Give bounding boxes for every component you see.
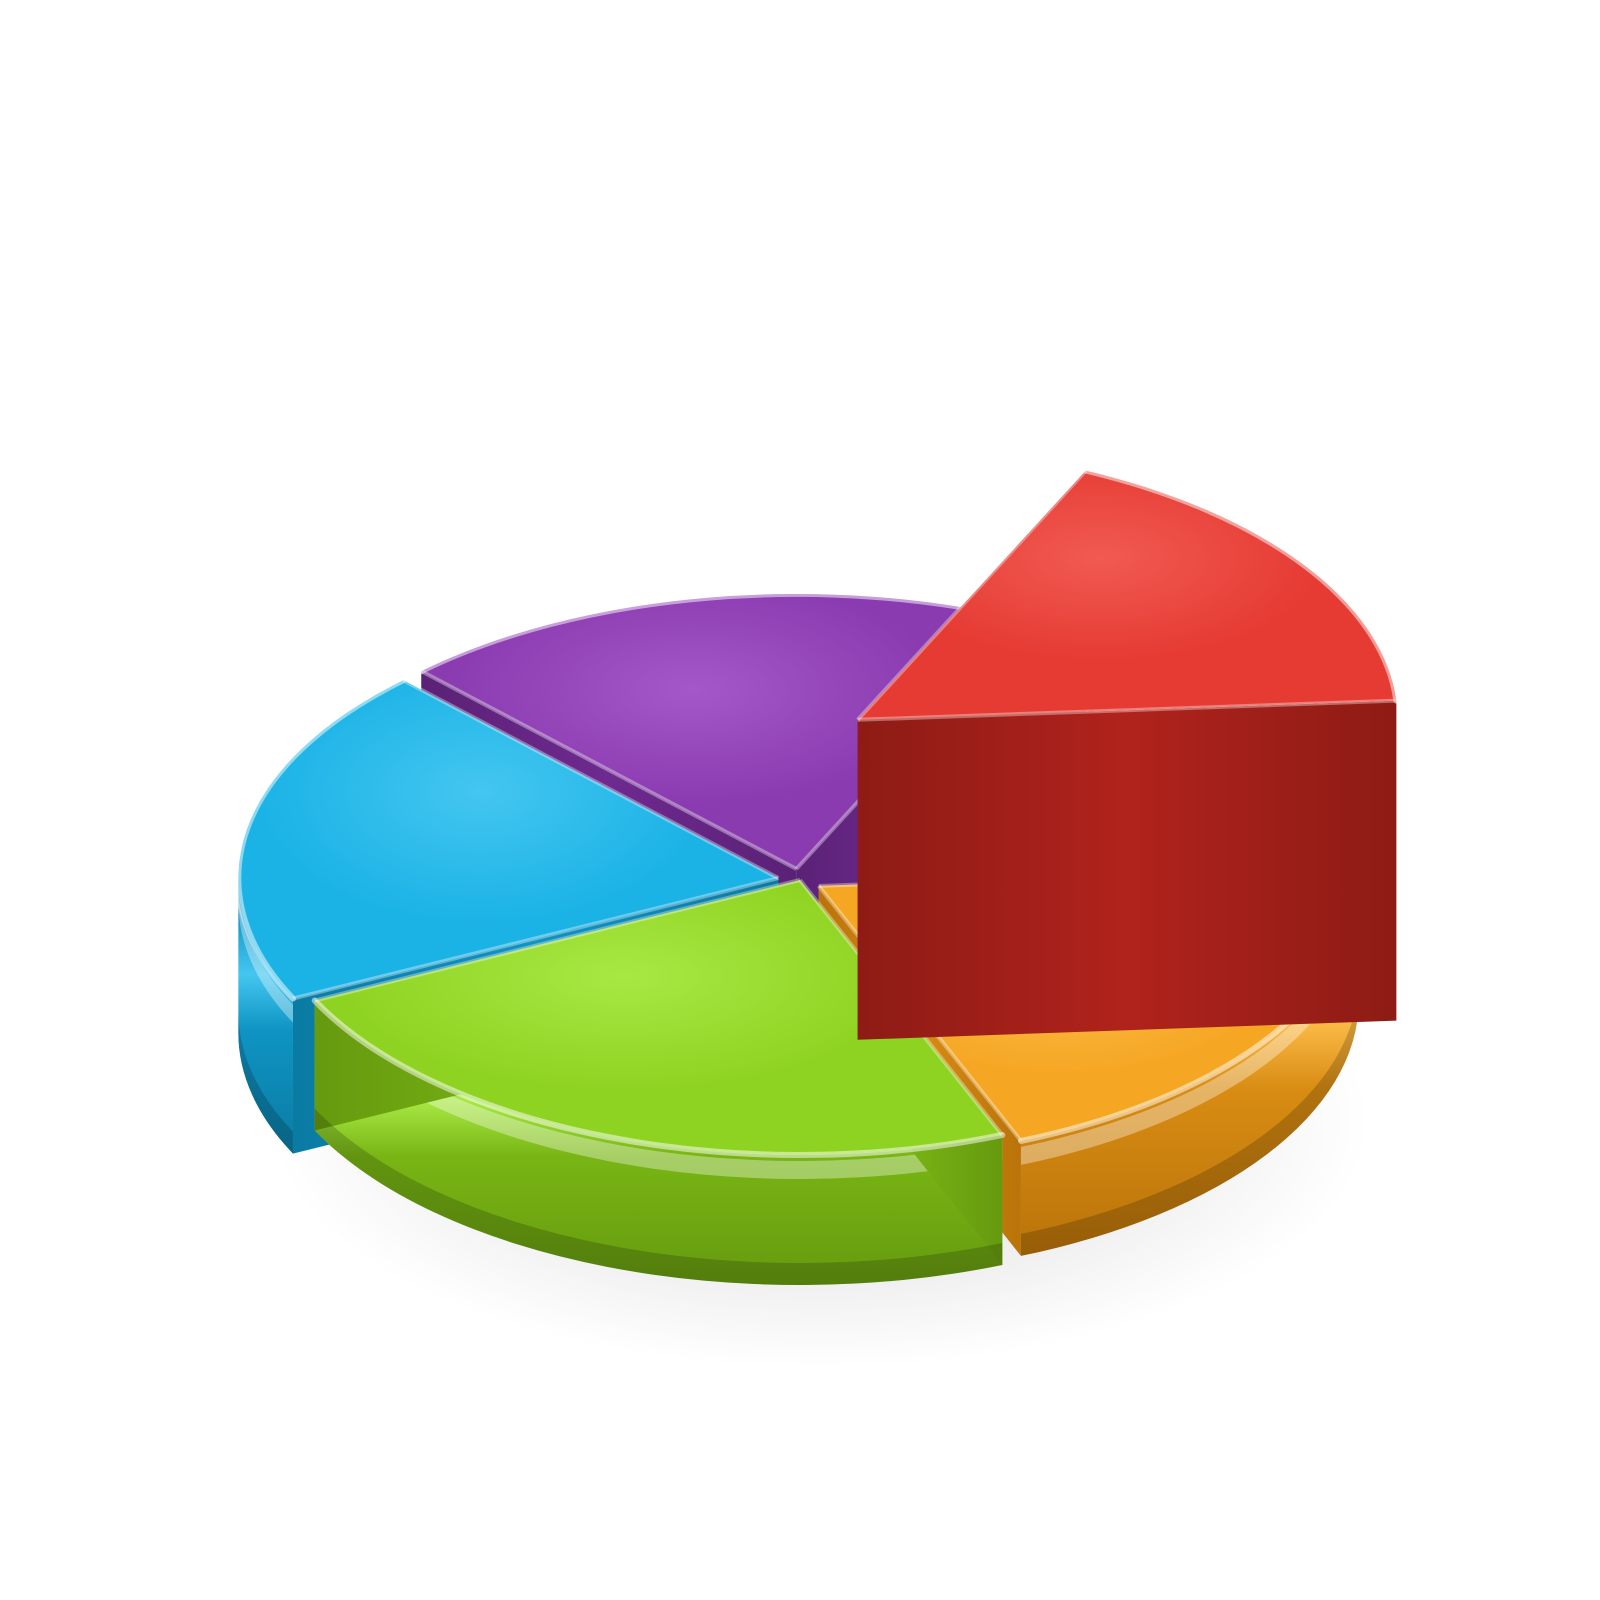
pie-chart-3d: [0, 0, 1600, 1600]
pie-slice-red: [858, 471, 1397, 1040]
